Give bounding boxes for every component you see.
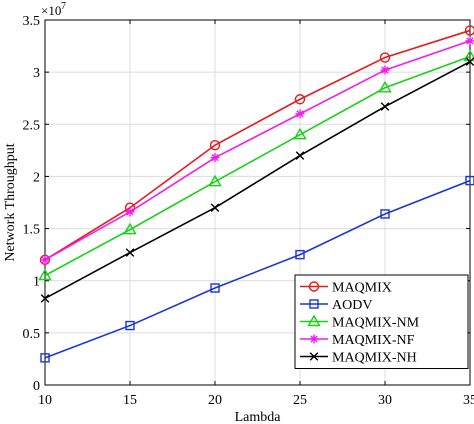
x-tick-label: 10 [38, 393, 52, 408]
series-line [44, 61, 471, 300]
x-tick-label: 35 [463, 393, 474, 408]
x-tick-label: 25 [293, 393, 307, 408]
data-point [38, 268, 52, 281]
data-point [209, 139, 221, 151]
data-point [465, 36, 474, 46]
y-tick-label: 2 [33, 170, 40, 185]
x-tick-label: 15 [123, 393, 137, 408]
y-tick-label: 1.5 [23, 223, 41, 238]
data-point [208, 174, 222, 187]
series-layer [38, 25, 474, 363]
y-tick-label: 0.5 [23, 327, 41, 342]
series-line [44, 179, 471, 359]
data-point [295, 151, 305, 160]
data-point [125, 320, 135, 331]
series-aodv [40, 175, 474, 363]
x-tick-label: 30 [378, 393, 392, 408]
data-point [464, 25, 474, 36]
data-point [294, 94, 306, 105]
legend-marker [309, 334, 319, 344]
x-tick-label: 20 [208, 393, 222, 408]
series-line [44, 40, 471, 261]
legend-marker [309, 352, 319, 361]
legend-label: MAQMIX-NH [332, 351, 417, 366]
series-maqmix-nf [40, 36, 474, 265]
data-point [465, 57, 474, 67]
legend-label: MAQMIX-NM [332, 316, 420, 331]
series-maqmix-nh [40, 57, 474, 303]
plot-area-frame [44, 19, 471, 386]
data-point [295, 249, 305, 260]
y-axis-multiplier: ×10 [41, 3, 61, 18]
data-point [378, 80, 392, 93]
series-maqmix-nm [38, 49, 474, 281]
data-point [380, 209, 390, 219]
y-tick-label: 3.5 [23, 14, 41, 29]
legend-marker [307, 314, 321, 327]
legend-item: MAQMIX-NM [300, 314, 420, 331]
data-point [295, 109, 305, 119]
legend-label: MAQMIX [332, 281, 392, 296]
y-tick-label: 0 [33, 379, 40, 394]
data-point [293, 127, 307, 140]
data-point [40, 255, 50, 265]
legend-label: AODV [332, 298, 372, 313]
y-axis-label: Network Throughput [3, 143, 18, 261]
data-point [210, 283, 220, 293]
legend: MAQMIX AODV MAQMIX-NM MAQMIX-NF MAQMIX-NH [294, 274, 469, 369]
legend-label: MAQMIX-NF [332, 333, 415, 348]
data-point [463, 49, 474, 62]
x-axis-label: Lambda [235, 410, 282, 424]
legend-marker [309, 299, 319, 309]
y-tick-label: 3 [33, 66, 40, 81]
data-point [380, 65, 390, 75]
y-tick-label: 1 [33, 275, 40, 290]
data-point [125, 248, 135, 257]
data-point [125, 207, 135, 217]
data-point [379, 52, 391, 63]
data-point [40, 294, 50, 303]
data-point [465, 175, 474, 186]
legend-marker [308, 281, 320, 292]
data-point [40, 353, 50, 363]
data-point [210, 203, 220, 213]
legend-item: MAQMIX-NH [300, 351, 417, 366]
data-point [210, 153, 220, 163]
legend-item: AODV [300, 298, 372, 313]
series-line [44, 29, 471, 261]
data-point [123, 222, 137, 235]
legend-item: MAQMIX-NF [300, 333, 415, 348]
y-axis-multiplier-exponent: 7 [61, 1, 66, 12]
y-tick-label: 2.5 [23, 118, 41, 133]
legend-item: MAQMIX [300, 281, 392, 296]
series-line [44, 55, 471, 277]
data-point [380, 102, 390, 111]
axis-ticks: 10 15 20 25 30 35 0 0.5 1 1.5 2 2.5 3 3.5 [23, 14, 474, 408]
